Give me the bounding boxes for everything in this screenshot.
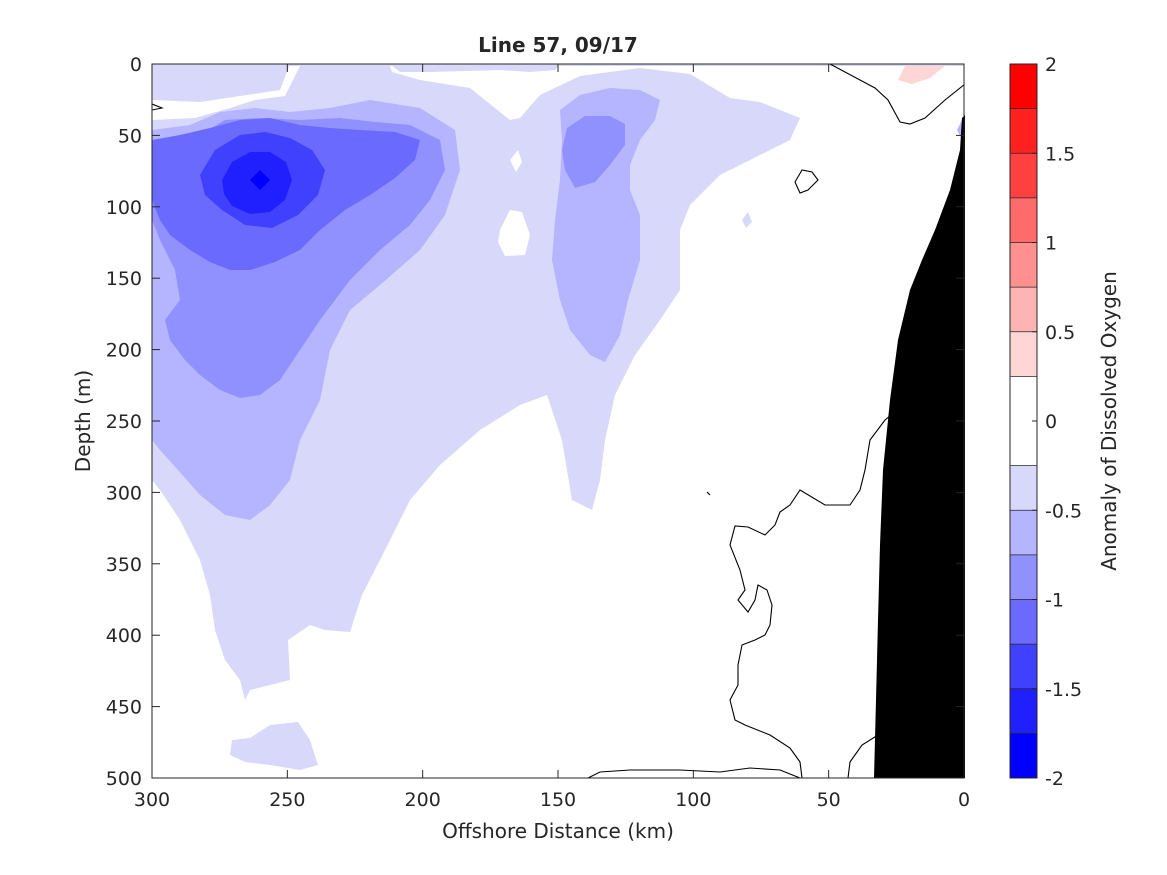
y-tick-label: 400 [106,625,142,647]
colorbar-band [1010,599,1037,645]
x-tick-label: 0 [958,789,970,811]
chart-title: Line 57, 09/17 [478,33,638,57]
colorbar-tick-label: -1 [1045,590,1064,612]
zero-contours [152,64,964,778]
contour-level-pos0-25 [898,66,945,84]
colorbar-tick-label: -0.5 [1045,500,1082,522]
contour-spot-mid [742,212,752,228]
zero-contour-bottom-left [587,767,801,778]
contour-fills [152,64,964,770]
colorbar-tick-label: 0.5 [1045,322,1075,344]
x-axis-label: Offshore Distance (km) [442,819,674,843]
y-axis-ticks: 0 50 100 150 200 250 300 350 400 450 500 [106,54,964,790]
x-tick-label: 150 [540,789,576,811]
colorbar-band [1010,510,1037,555]
colorbar-band [1010,64,1037,109]
colorbar-band [1010,733,1037,778]
colorbar-band [1010,197,1037,243]
y-tick-label: 300 [106,482,142,504]
y-tick-label: 100 [106,197,142,219]
colorbar-tick-label: -1.5 [1045,679,1082,701]
colorbar-band [1010,644,1037,689]
zero-contour-dot [706,491,711,496]
contour-level-neg0-25-bottom [230,722,318,770]
colorbar-band [1010,153,1037,198]
zero-contour-coastal [729,407,901,778]
y-tick-label: 150 [106,268,142,290]
colorbar-tick-label: 1 [1045,233,1057,255]
contour-level-neg1-75 [250,170,270,190]
colorbar [1010,64,1037,778]
y-tick-label: 200 [106,340,142,362]
colorbar-tick-label: 2 [1045,54,1057,76]
contour-level-neg0-25-top-mid [390,64,560,72]
zero-contour-island [794,169,819,194]
contour-level-neg0-25-topband [152,64,964,72]
y-tick-label: 450 [106,697,142,719]
colorbar-band [1010,688,1037,734]
colorbar-band [1010,554,1037,600]
colorbar-band [1010,108,1037,154]
x-tick-label: 200 [405,789,441,811]
colorbar-tick-label: 0 [1045,411,1057,433]
colorbar-tick-label: 1.5 [1045,143,1075,165]
colorbar-band [1010,331,1037,377]
plot-area [151,63,965,779]
x-tick-label: 50 [817,789,841,811]
zero-contour-bottom-right [847,734,879,778]
colorbar-tick-label: -2 [1045,768,1064,790]
contour-hole-1 [510,150,522,172]
y-axis-label: Depth (m) [71,370,95,472]
zero-contour-left-edge [152,103,164,111]
x-tick-label: 100 [675,789,711,811]
y-tick-label: 50 [118,125,142,147]
colorbar-band [1010,287,1037,332]
contour-hole-2 [498,210,530,256]
y-tick-label: 0 [130,54,142,76]
contour-level-neg0-25-top-left [152,64,290,102]
x-axis-ticks: 300 250 200 150 100 50 0 [134,64,970,811]
zero-contour-top-right [829,64,964,125]
bathymetry [874,115,965,778]
y-tick-label: 350 [106,554,142,576]
x-tick-label: 300 [134,789,170,811]
colorbar-band [1010,242,1037,288]
contour-level-neg0-75-east [562,116,625,188]
y-tick-label: 500 [106,768,142,790]
colorbar-band [1010,465,1037,511]
colorbar-ticks: 2 1.5 1 0.5 0 -0.5 -1 -1.5 -2 [1032,54,1082,790]
x-tick-label: 250 [269,789,305,811]
colorbar-label: Anomaly of Dissolved Oxygen [1097,271,1121,571]
y-tick-label: 250 [106,411,142,433]
